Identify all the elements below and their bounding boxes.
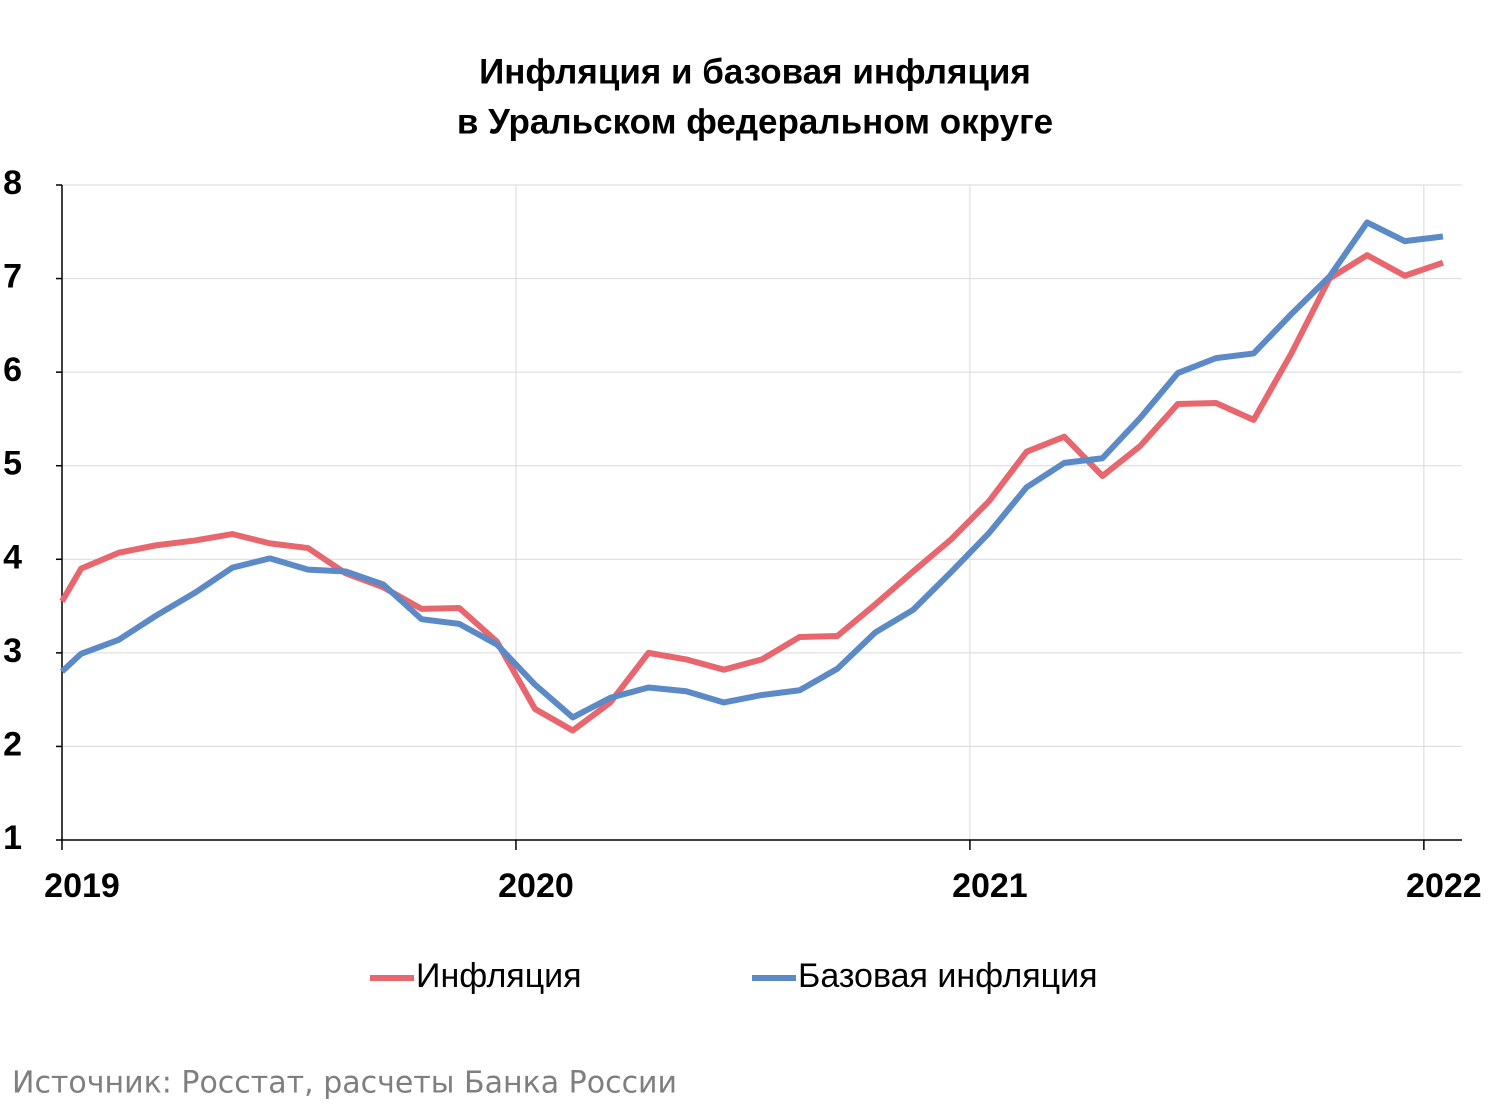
x-tick-label: 2021 xyxy=(952,867,1028,905)
y-tick-label: 7 xyxy=(3,258,22,296)
legend-label: Базовая инфляция xyxy=(798,957,1098,995)
y-tick-label: 2 xyxy=(3,725,22,763)
chart-title: Инфляция и базовая инфляция xyxy=(479,52,1031,91)
y-tick-label: 1 xyxy=(3,819,22,857)
legend-label: Инфляция xyxy=(416,957,582,995)
line-series xyxy=(59,219,1444,721)
source-note: Источник: Росстат, расчеты Банка России xyxy=(12,1066,677,1101)
y-tick-label: 4 xyxy=(3,538,22,576)
x-tick-label: 2022 xyxy=(1406,867,1482,905)
x-tick-label: 2020 xyxy=(498,867,574,905)
line-series xyxy=(59,252,1444,734)
y-tick-label: 5 xyxy=(3,445,22,483)
y-tick-label: 6 xyxy=(3,351,22,389)
chart-title: в Уральском федеральном округе xyxy=(457,102,1053,141)
y-tick-label: 8 xyxy=(3,164,22,202)
x-tick-label: 2019 xyxy=(44,867,120,905)
y-tick-label: 3 xyxy=(3,632,22,670)
